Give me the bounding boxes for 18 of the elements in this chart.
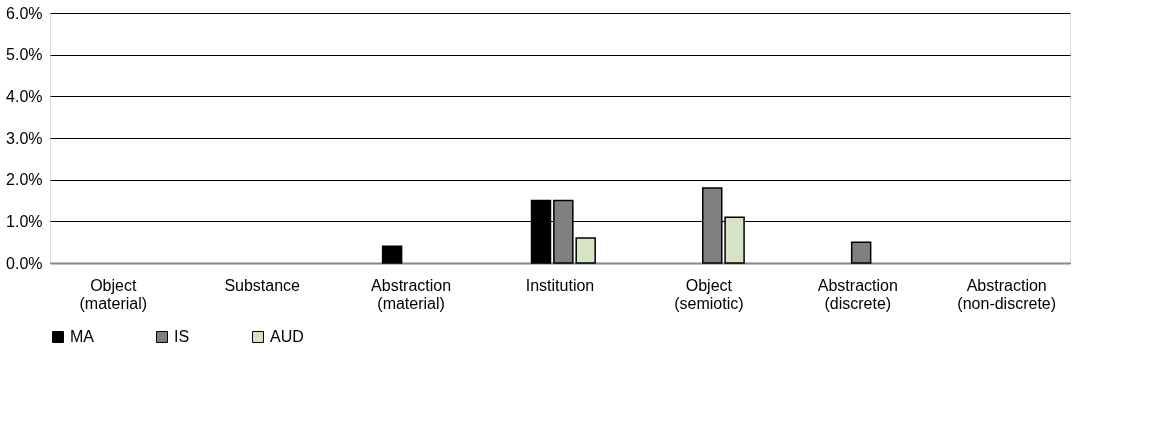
y-tick-label: 0.0%: [6, 254, 43, 272]
bar: [381, 245, 403, 264]
y-tick-label: 5.0%: [6, 46, 43, 64]
x-tick-label: Abstraction (non-discrete): [957, 276, 1057, 312]
x-tick-label: Object (semiotic): [674, 276, 744, 312]
legend-label: AUD: [270, 328, 304, 345]
y-tick-label: 3.0%: [6, 129, 43, 147]
x-tick-label: Abstraction (material): [371, 276, 452, 312]
x-tick-label: Abstraction (discrete): [817, 276, 898, 312]
x-tick-label: Object (material): [79, 276, 148, 312]
x-tick-label: Substance: [224, 276, 301, 294]
legend-label: IS: [174, 328, 190, 345]
y-tick-label: 6.0%: [6, 4, 43, 22]
x-tick-label: Institution: [525, 276, 595, 294]
y-tick-label: 2.0%: [6, 171, 43, 189]
y-tick-label: 4.0%: [6, 87, 43, 105]
y-tick-label: 1.0%: [6, 212, 43, 230]
legend-label: MA: [70, 328, 95, 345]
